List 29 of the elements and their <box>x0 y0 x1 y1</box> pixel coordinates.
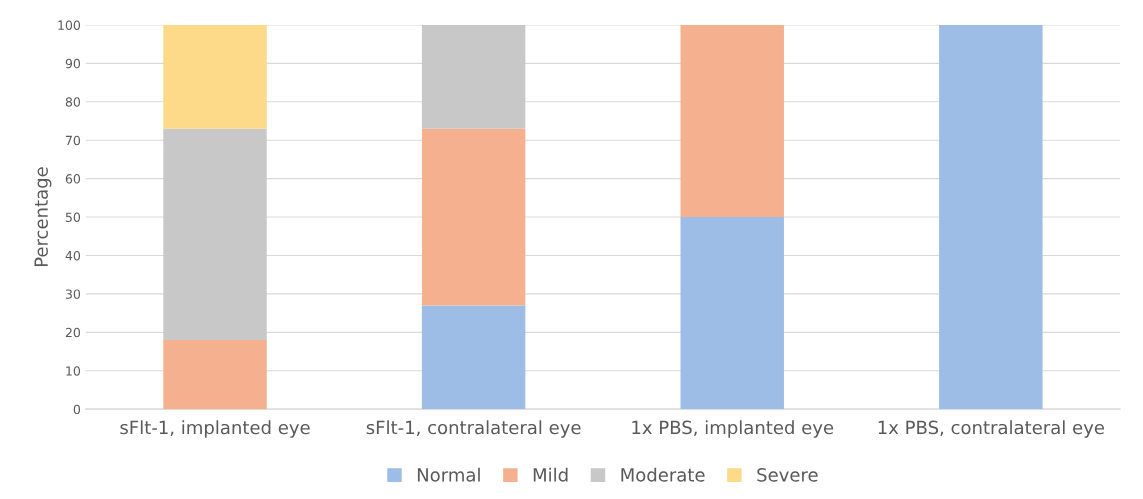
bar <box>680 217 784 410</box>
y-tick-label: 40 <box>65 250 81 261</box>
y-axis-title: Percentage <box>34 167 52 267</box>
y-tick-label: 60 <box>65 174 81 184</box>
bar <box>421 305 526 410</box>
legend-label: Mild <box>533 467 568 482</box>
y-tick-label: 10 <box>66 366 81 376</box>
y-tick-label: 30 <box>65 289 81 299</box>
y-tick-label: 0 <box>73 404 81 415</box>
y-tick-label: 70 <box>65 135 81 146</box>
x-tick-label: 1x PBS, contralateral eye <box>878 420 1104 438</box>
y-tick-label: 50 <box>65 212 81 222</box>
y-tick-label: 20 <box>65 327 81 338</box>
bar <box>163 128 267 341</box>
legend-label: Normal <box>417 467 480 482</box>
x-tick-label: sFlt-1, implanted eye <box>120 420 310 438</box>
bar <box>163 24 267 129</box>
y-tick-label: 100 <box>58 20 81 30</box>
legend-label: Severe <box>757 468 818 482</box>
bar <box>421 24 526 129</box>
x-tick-label: sFlt-1, contralateral eye <box>366 420 581 438</box>
bar <box>939 24 1043 410</box>
x-tick-label: 1x PBS, implanted eye <box>632 420 834 438</box>
bar <box>421 128 526 306</box>
y-tick-label: 80 <box>65 97 81 107</box>
y-tick-label: 90 <box>65 58 81 69</box>
bar <box>680 24 784 218</box>
bar <box>163 340 267 410</box>
legend-label: Moderate <box>621 467 705 482</box>
